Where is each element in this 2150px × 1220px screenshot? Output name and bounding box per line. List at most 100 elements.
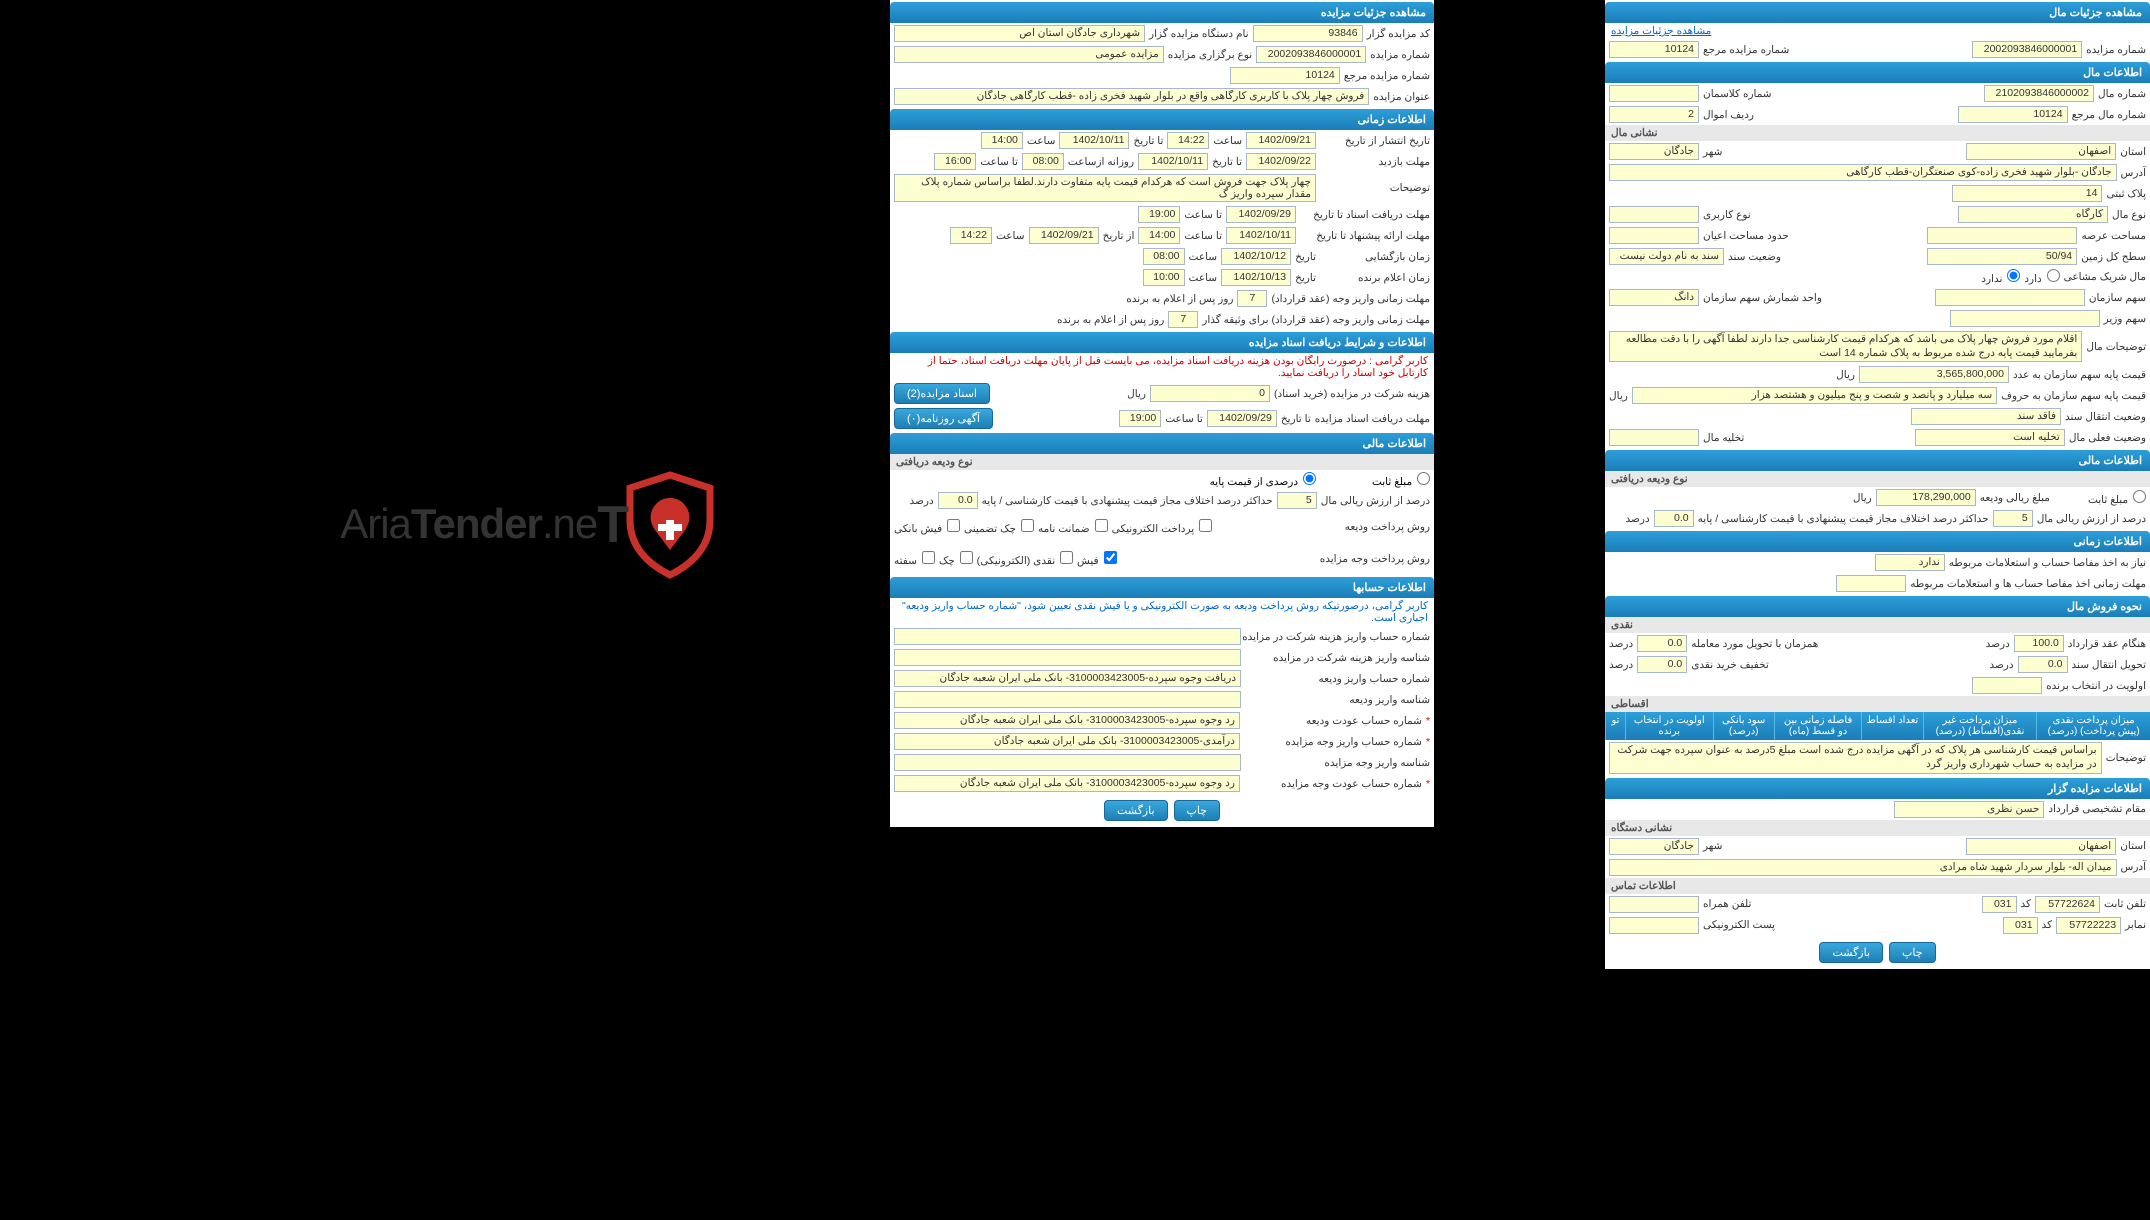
lbl-to-date: تا تاریخ bbox=[1281, 413, 1311, 425]
lbl-row-num: ردیف اموال bbox=[1703, 109, 1754, 121]
radio-fixed-l[interactable]: مبلغ ثابت bbox=[2088, 490, 2146, 506]
lbl-deed-transfer: وضعیت انتقال سند bbox=[2065, 411, 2146, 423]
fld-ref-num-l: 10124 bbox=[1609, 41, 1699, 58]
lbl-base-price-word: قیمت پایه سهم سازمان به حروف bbox=[2001, 390, 2146, 402]
radio-hasnot[interactable]: ندارد bbox=[1981, 269, 2020, 285]
lbl-publish-to: تا تاریخ bbox=[1133, 135, 1163, 147]
lbl-opening-date: تاریخ bbox=[1295, 251, 1316, 263]
btn-auction-docs[interactable]: اسناد مزایده(2) bbox=[894, 383, 990, 404]
chk-check[interactable]: چک bbox=[939, 551, 973, 567]
th-interval: فاصله زمانی بین دو قسط (ماه) bbox=[1774, 712, 1862, 740]
asterisk-icon: * bbox=[1426, 778, 1430, 790]
fld-usage-type bbox=[1609, 206, 1699, 223]
lbl-acc2: شناسه واریز هزینه شرکت در مزایده bbox=[1245, 652, 1430, 664]
lbl-rial3: ریال bbox=[1853, 492, 1872, 504]
fld-acc6: درآمدی-3100003423005- بانک ملی ایران شعب… bbox=[894, 733, 1240, 750]
lbl-property-num: شماره مال bbox=[2098, 88, 2146, 100]
lbl-opening: زمان بازگشایی bbox=[1320, 251, 1430, 263]
lbl-opening-hour: ساعت bbox=[1189, 251, 1218, 263]
lbl-pct2: درصد bbox=[1609, 638, 1633, 650]
chk-guarantee[interactable]: ضمانت نامه bbox=[1038, 519, 1108, 535]
fld-daily-from: 08:00 bbox=[1022, 153, 1064, 170]
fld-doc-deadline-date: 1402/09/29 bbox=[1226, 206, 1296, 223]
asterisk-icon: * bbox=[1426, 736, 1430, 748]
fld-row-num: 2 bbox=[1609, 106, 1699, 123]
lbl-city: شهر bbox=[1703, 146, 1722, 158]
header-sale-method: نحوه فروش مال bbox=[1605, 596, 2150, 617]
fld-base-price-word: سه میلیارد و پانصد و شصت و پنج میلیون و … bbox=[1632, 387, 1997, 404]
sub-contact: اطلاعات تماس bbox=[1605, 878, 2150, 894]
lbl-rial2: ریال bbox=[1609, 390, 1628, 402]
header-auctioneer-info: اطلاعات مزایده گزار bbox=[1605, 778, 2150, 799]
lbl-daily-from: روزانه ازساعت bbox=[1068, 156, 1134, 168]
chk-cash-electronic[interactable]: نقدی (الکترونیکی) bbox=[977, 551, 1073, 567]
btn-back-right[interactable]: بازگشت bbox=[1104, 800, 1168, 821]
lbl-minister-share: سهم وزیر bbox=[2104, 313, 2146, 325]
fld-org-share bbox=[1935, 289, 2085, 306]
lbl-auction-num-l: شماره مزایده bbox=[2086, 44, 2146, 56]
fld-winner-hour: 10:00 bbox=[1143, 269, 1185, 286]
btn-print-right[interactable]: چاپ bbox=[1174, 800, 1221, 821]
fld-total-land: 50/94 bbox=[1927, 248, 2077, 265]
lbl-classman: شماره کلاسمان bbox=[1703, 88, 1772, 100]
th-extra: تو bbox=[1605, 712, 1625, 740]
fld-max-diff: 0.0 bbox=[938, 492, 978, 509]
fld-publish-to-date: 1402/10/11 bbox=[1059, 132, 1129, 149]
fld-cash-discount: 0.0 bbox=[1637, 656, 1687, 673]
radio-fixed-amount[interactable]: مبلغ ثابت bbox=[1372, 472, 1430, 488]
sub-property-address: نشانی مال bbox=[1605, 125, 2150, 141]
fld-acc4 bbox=[894, 691, 1241, 708]
lbl-org-address: آدرس bbox=[2121, 861, 2146, 873]
link-auction-details[interactable]: مشاهده جزئیات مزایده bbox=[1611, 25, 1711, 37]
lbl-pct1: درصد bbox=[1986, 638, 2010, 650]
lbl-notes: توضیحات bbox=[2106, 752, 2146, 764]
radio-percent-base[interactable]: درصدی از قیمت پایه bbox=[1210, 472, 1316, 488]
fld-base-price-num: 3,565,800,000 bbox=[1859, 366, 2009, 383]
lbl-current-status: وضعیت فعلی مال bbox=[2069, 432, 2146, 444]
lbl-offer-deadline: مهلت ارائه پیشنهاد تا تاریخ bbox=[1300, 230, 1430, 242]
btn-back-left[interactable]: بازگشت bbox=[1819, 942, 1883, 963]
lbl-acc7: شناسه واریز وجه مزایده bbox=[1245, 757, 1430, 769]
fld-acc3: دریافت وجوه سپرده-3100003423005- بانک مل… bbox=[894, 670, 1241, 687]
lbl-doc-deadline-hour: تا ساعت bbox=[1184, 209, 1222, 221]
lbl-ref-number: شماره مزایده مرجع bbox=[1344, 70, 1430, 82]
lbl-property-type: نوع مال bbox=[2112, 209, 2146, 221]
fld-acc5: رد وجوه سپرده-3100003423005- بانک ملی ای… bbox=[894, 712, 1240, 729]
lbl-property-desc: توضیحات مال bbox=[2086, 341, 2146, 353]
lbl-publish-hour: ساعت bbox=[1213, 135, 1242, 147]
btn-print-left[interactable]: چاپ bbox=[1889, 942, 1936, 963]
lbl-shared-property: مال شریک مشاعی bbox=[2064, 271, 2146, 283]
header-property-details: مشاهده جزئیات مال bbox=[1605, 2, 2150, 23]
fld-publish-hour: 14:22 bbox=[1167, 132, 1209, 149]
lbl-ref-num-l: شماره مزایده مرجع bbox=[1703, 44, 1789, 56]
fld-auctioneer-name: شهرداری جادگان استان اص bbox=[894, 25, 1145, 42]
asterisk-icon: * bbox=[1426, 715, 1430, 727]
btn-newspaper-ad[interactable]: آگهی روزنامه(۰) bbox=[894, 408, 993, 429]
auction-details-panel: مشاهده جزئیات مزایده کد مزایده گزار 9384… bbox=[890, 0, 1434, 827]
chk-bank-receipt[interactable]: فیش بانکی bbox=[894, 519, 960, 535]
fld-auction-title: فروش چهار پلاک با کاربری کارگاهی واقع در… bbox=[894, 88, 1369, 105]
fld-code1: 031 bbox=[1982, 896, 2017, 913]
fld-org-address: میدان اله- بلوار سردار شهید شاه مرادی bbox=[1609, 859, 2117, 876]
chk-promissory[interactable]: سفته bbox=[894, 551, 935, 567]
lbl-pct-l: درصد bbox=[1625, 513, 1649, 525]
fld-current-status: تخلیه است bbox=[1915, 429, 2065, 446]
fld-opening-date: 1402/10/12 bbox=[1221, 248, 1291, 265]
fld-email bbox=[1609, 917, 1699, 934]
chk-receipt[interactable]: فیش bbox=[1077, 551, 1117, 567]
lbl-org-share: سهم سازمان bbox=[2089, 292, 2146, 304]
chk-electronic-pay[interactable]: پرداخت الکترونیکی bbox=[1112, 519, 1213, 535]
fld-province: اصفهان bbox=[1966, 143, 2116, 160]
header-property-info: اطلاعات مال bbox=[1605, 62, 2150, 83]
radio-has[interactable]: دارد bbox=[2024, 269, 2059, 285]
th-installments: تعداد اقساط bbox=[1861, 712, 1922, 740]
chk-certified-check[interactable]: چک تضمینی bbox=[964, 519, 1034, 535]
lbl-percent-value: درصد از ارزش ریالی مال bbox=[1321, 495, 1430, 507]
fld-auction-type: مزایده عمومی bbox=[894, 46, 1164, 63]
lbl-winner-date: تاریخ bbox=[1295, 272, 1316, 284]
fld-property-num: 2102093846000002 bbox=[1984, 85, 2094, 102]
lbl-acc3: شماره حساب واریز ودیعه bbox=[1245, 673, 1430, 685]
installment-table-header: میزان پرداخت نقدی (پیش پرداخت) (درصد) می… bbox=[1605, 712, 2150, 740]
lbl-auctioneer-name: نام دستگاه مزایده گزار bbox=[1149, 28, 1249, 40]
fld-city: جادگان bbox=[1609, 143, 1699, 160]
